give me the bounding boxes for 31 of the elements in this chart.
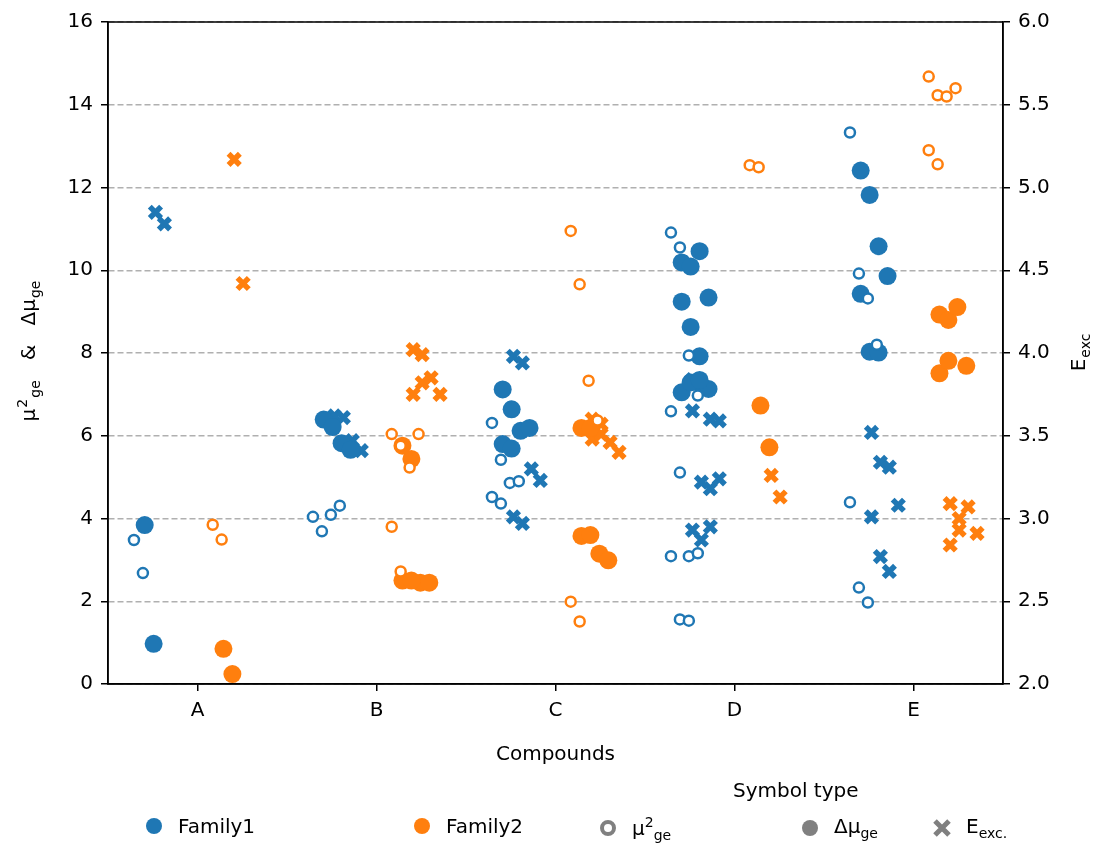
text: Family1: [178, 814, 256, 838]
x-tick-label: C: [548, 697, 563, 722]
x-tick-label: E: [907, 697, 920, 722]
text: μ2ge & Δμge: [13, 280, 43, 422]
y-tick-label: 8: [80, 339, 93, 364]
legend-title: Symbol type: [733, 778, 859, 802]
y2-tick-label: 5.5: [1018, 90, 1050, 115]
y2-tick-label: 3.5: [1018, 421, 1050, 446]
x-tick-label: A: [190, 697, 205, 722]
x-tick-label: B: [369, 697, 384, 722]
x-axis-title: Compounds: [495, 741, 616, 766]
text: E$_{exc.}$: [966, 814, 1008, 841]
text: Δμ$_{ge}$: [834, 814, 878, 841]
y-tick-label: 14: [67, 90, 93, 115]
y2-tick-label: 4.5: [1018, 256, 1050, 281]
y-tick-label: 10: [67, 256, 93, 281]
y-tick-label: 12: [67, 173, 93, 198]
y2-axis-title: Eexc: [1066, 333, 1093, 372]
y-tick-label: 2: [80, 587, 93, 612]
y2-tick-label: 4.0: [1018, 339, 1050, 364]
y2-tick-label: 2.5: [1018, 587, 1050, 612]
y2-tick-label: 6.0: [1018, 8, 1050, 33]
x-tick-label: D: [726, 697, 743, 722]
y2-tick-label: 3.0: [1018, 504, 1050, 529]
y2-tick-label: 5.0: [1018, 173, 1050, 198]
text: Family2: [446, 814, 524, 838]
y-tick-label: 0: [80, 670, 93, 695]
y-tick-label: 16: [67, 8, 93, 33]
y-tick-label: 4: [80, 504, 93, 529]
y-tick-label: 6: [80, 421, 93, 446]
y2-tick-label: 2.0: [1018, 670, 1050, 695]
